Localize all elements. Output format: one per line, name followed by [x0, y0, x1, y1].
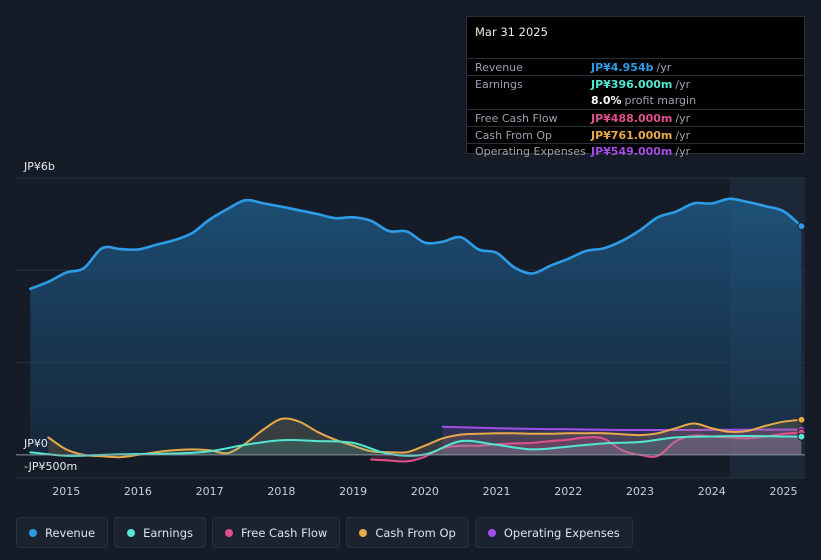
- earnings-end-marker: [797, 432, 806, 441]
- x-tick-label: 2015: [52, 485, 81, 498]
- tooltip-date: Mar 31 2025: [475, 25, 548, 39]
- cash-from-op-area: [48, 418, 802, 458]
- legend-dot-icon: [359, 528, 368, 537]
- tooltip-label: Revenue: [475, 61, 523, 74]
- x-tick-label: 2019: [339, 485, 368, 498]
- tooltip-panel: Mar 31 2025 Revenue JP¥4.954b/yr Earning…: [466, 16, 805, 158]
- tooltip-row-operating-expenses: Operating Expenses JP¥549.000m/yr: [467, 143, 804, 158]
- tooltip-value: 8.0% profit margin: [591, 94, 697, 107]
- tooltip-label: Operating Expenses: [475, 145, 586, 158]
- tooltip-row-profit-margin: 8.0% profit margin: [467, 92, 804, 109]
- tooltip-label: Earnings: [475, 78, 523, 91]
- legend-dot-icon: [225, 528, 233, 537]
- chart-canvas: [16, 177, 806, 479]
- tooltip-value: JP¥396.000m/yr: [591, 78, 691, 91]
- x-tick-label: 2025: [769, 485, 798, 498]
- legend-label: Cash From Op: [375, 525, 456, 540]
- y-axis-zero-label: JP¥0: [24, 437, 48, 450]
- x-tick-label: 2018: [267, 485, 296, 498]
- tooltip-value: JP¥488.000m/yr: [591, 112, 691, 125]
- legend-operating-expenses[interactable]: Operating Expenses: [474, 517, 633, 548]
- tooltip-label: Cash From Op: [475, 129, 553, 142]
- legend-label: Earnings: [143, 525, 193, 540]
- legend: Revenue Earnings Free Cash Flow Cash Fro…: [16, 517, 633, 548]
- x-tick-label: 2023: [626, 485, 655, 498]
- tooltip-row-cash-from-op: Cash From Op JP¥761.000m/yr: [467, 126, 804, 143]
- tooltip-label: Free Cash Flow: [475, 112, 558, 125]
- revenue-end-marker: [797, 222, 806, 231]
- tooltip-row-earnings: Earnings JP¥396.000m/yr: [467, 75, 804, 92]
- tooltip-row-free-cash-flow: Free Cash Flow JP¥488.000m/yr: [467, 109, 804, 126]
- x-tick-label: 2022: [554, 485, 583, 498]
- free-cash-flow-area: [371, 432, 802, 462]
- legend-free-cash-flow[interactable]: Free Cash Flow: [212, 517, 341, 548]
- legend-earnings[interactable]: Earnings: [114, 517, 206, 548]
- legend-dot-icon: [29, 528, 37, 537]
- x-tick-label: 2016: [123, 485, 152, 498]
- y-axis-top-label: JP¥6b: [24, 160, 55, 173]
- legend-label: Free Cash Flow: [241, 525, 328, 540]
- y-axis-bottom-label: -JP¥500m: [24, 460, 78, 473]
- revenue-line: [29, 197, 803, 291]
- operating-expenses-line: [441, 425, 803, 432]
- revenue-area: [30, 198, 802, 455]
- legend-revenue[interactable]: Revenue: [16, 517, 109, 548]
- legend-label: Operating Expenses: [503, 525, 620, 540]
- legend-dot-icon: [127, 528, 136, 537]
- tooltip-row-revenue: Revenue JP¥4.954b/yr: [467, 58, 804, 75]
- tooltip-value: JP¥549.000m/yr: [591, 145, 691, 158]
- tooltip-value: JP¥4.954b/yr: [591, 61, 672, 74]
- x-tick-label: 2020: [410, 485, 439, 498]
- legend-dot-icon: [487, 528, 496, 537]
- cash-from-op-end-marker: [797, 415, 806, 424]
- tooltip-value: JP¥761.000m/yr: [591, 129, 691, 142]
- x-tick-label: 2017: [195, 485, 224, 498]
- earnings-area: [30, 436, 802, 456]
- x-tick-label: 2021: [482, 485, 511, 498]
- cash-from-op-line: [47, 417, 803, 459]
- x-tick-label: 2024: [697, 485, 726, 498]
- legend-label: Revenue: [45, 525, 96, 540]
- legend-cash-from-op[interactable]: Cash From Op: [346, 517, 469, 548]
